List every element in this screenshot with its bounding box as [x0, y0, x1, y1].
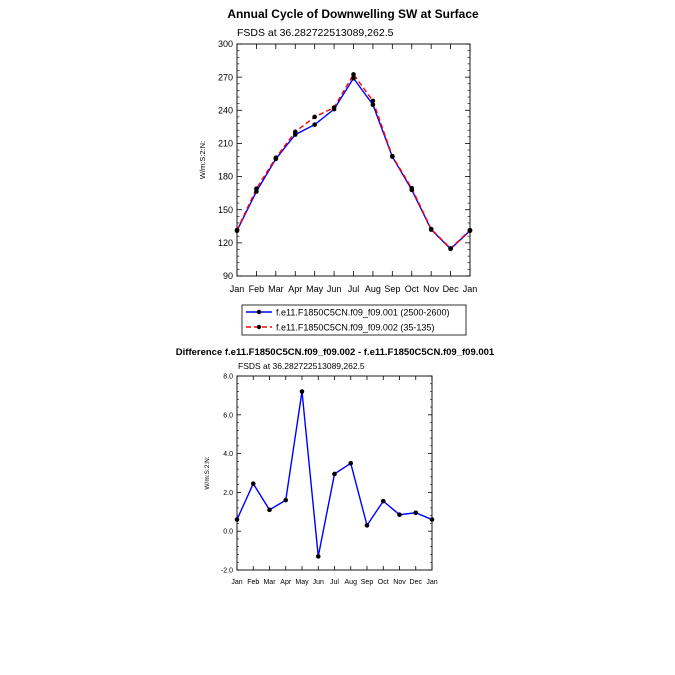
top-series-line-2 — [236, 73, 471, 250]
bottom-y-tick-label: 6.0 — [223, 412, 233, 419]
bottom-series-1-point — [380, 498, 386, 504]
top-series-2-point — [292, 129, 298, 135]
top-series-2-point — [312, 114, 317, 120]
bottom-series-1-point — [429, 517, 435, 522]
top-y-tick-label: 120 — [218, 238, 233, 248]
bottom-x-tick-label: Apr — [280, 579, 292, 586]
bottom-x-tick-label: Mar — [263, 579, 276, 586]
bottom-chart-subtitle: FSDS at 36.282722513089,262.5 — [238, 361, 365, 371]
bottom-series-1-point — [413, 510, 419, 516]
top-y-tick-label: 180 — [218, 172, 233, 182]
bottom-chart-ylabel: W/m:S:2:N: — [204, 456, 211, 489]
bottom-x-tick-label: Jul — [330, 579, 339, 586]
top-series-2-point — [428, 226, 434, 232]
top-y-tick-label: 270 — [218, 72, 233, 82]
bottom-x-tick-label: Jan — [426, 579, 437, 586]
top-x-tick-label: Jan — [463, 284, 478, 294]
bottom-x-tick-label: Aug — [345, 579, 358, 586]
legend-marker-series-1 — [256, 309, 262, 315]
top-series-2-point — [234, 227, 240, 233]
top-series-2-point — [331, 105, 337, 110]
top-y-tick-label: 90 — [223, 271, 233, 281]
top-x-tick-label: May — [306, 284, 324, 294]
bottom-series-1-point — [332, 471, 337, 477]
top-y-tick-label: 240 — [218, 105, 233, 115]
top-series-2-point — [254, 186, 259, 192]
legend-label-series-1: f.e11.F1850C5CN.f09_f09.001 (2500-2600) — [276, 308, 449, 318]
top-x-tick-label: Oct — [405, 284, 420, 294]
bottom-x-tick-label: Dec — [410, 579, 423, 586]
bottom-series-1-point — [283, 497, 289, 503]
top-series-2-point — [448, 246, 453, 251]
top-x-tick-label: Apr — [288, 284, 302, 294]
top-x-tick-label: Feb — [249, 284, 265, 294]
bottom-y-tick-label: 4.0 — [223, 451, 233, 458]
top-x-tick-label: Nov — [423, 284, 440, 294]
bottom-series-1-point — [250, 481, 256, 486]
top-series-2-point — [351, 72, 356, 77]
top-x-tick-label: Aug — [365, 284, 381, 294]
top-series-1-point — [370, 102, 376, 108]
bottom-y-tick-label: 2.0 — [223, 490, 233, 497]
legend: f.e11.F1850C5CN.f09_f09.001 (2500-2600) … — [241, 304, 467, 336]
bottom-series-1-point — [348, 461, 354, 466]
top-x-tick-label: Mar — [268, 284, 284, 294]
legend-marker-series-2 — [256, 324, 262, 330]
bottom-x-tick-label: May — [295, 579, 309, 586]
bottom-y-tick-label: 8.0 — [223, 373, 233, 380]
bottom-chart: -2.0 0.0 2.0 4.0 6.0 8.0 Jan Feb Mar Apr May Jun Jul… — [221, 373, 438, 586]
bottom-series-1-point — [299, 389, 305, 394]
bottom-series-1-point — [267, 507, 272, 513]
top-series-2-point — [409, 185, 415, 191]
top-x-tick-label: Dec — [443, 284, 460, 294]
top-y-tick-label: 210 — [218, 139, 233, 149]
top-chart-subtitle: FSDS at 36.282722513089,262.5 — [237, 27, 394, 39]
bottom-y-tick-label: -2.0 — [221, 567, 233, 574]
bottom-series-1-point — [315, 554, 321, 559]
bottom-series-1-point — [234, 517, 240, 522]
legend-label-series-2: f.e11.F1850C5CN.f09_f09.002 (35-135) — [276, 323, 434, 333]
top-x-tick-label: Jul — [348, 284, 360, 294]
top-series-2-point — [273, 155, 279, 161]
legend-box — [241, 304, 467, 336]
top-chart-ylabel: W/m:S:2:N: — [198, 141, 207, 179]
bottom-y-tick-label: 0.0 — [223, 529, 233, 536]
bottom-series-1-point — [397, 512, 402, 518]
top-series-1-point — [351, 75, 356, 81]
top-series-2-point — [467, 227, 473, 233]
bottom-x-tick-label: Nov — [393, 579, 406, 586]
bottom-x-tick-label: Jun — [313, 579, 324, 586]
bottom-series-1-point — [364, 523, 370, 528]
bottom-x-tick-label: Feb — [247, 579, 259, 586]
bottom-chart-title: Difference f.e11.F1850C5CN.f09_f09.002 -… — [176, 347, 495, 358]
top-x-tick-label: Sep — [384, 284, 400, 294]
top-series-1-point — [312, 122, 317, 127]
top-x-tick-label: Jan — [230, 284, 245, 294]
bottom-x-tick-label: Oct — [378, 579, 389, 586]
top-chart-title: Annual Cycle of Downwelling SW at Surfac… — [227, 7, 479, 21]
top-series-2-point — [370, 98, 376, 104]
top-y-tick-label: 300 — [218, 39, 233, 49]
bottom-x-tick-label: Sep — [361, 579, 374, 586]
top-x-tick-label: Jun — [327, 284, 342, 294]
bottom-x-tick-label: Jan — [231, 579, 242, 586]
top-y-tick-label: 150 — [218, 205, 233, 215]
top-series-2-point — [390, 153, 395, 159]
